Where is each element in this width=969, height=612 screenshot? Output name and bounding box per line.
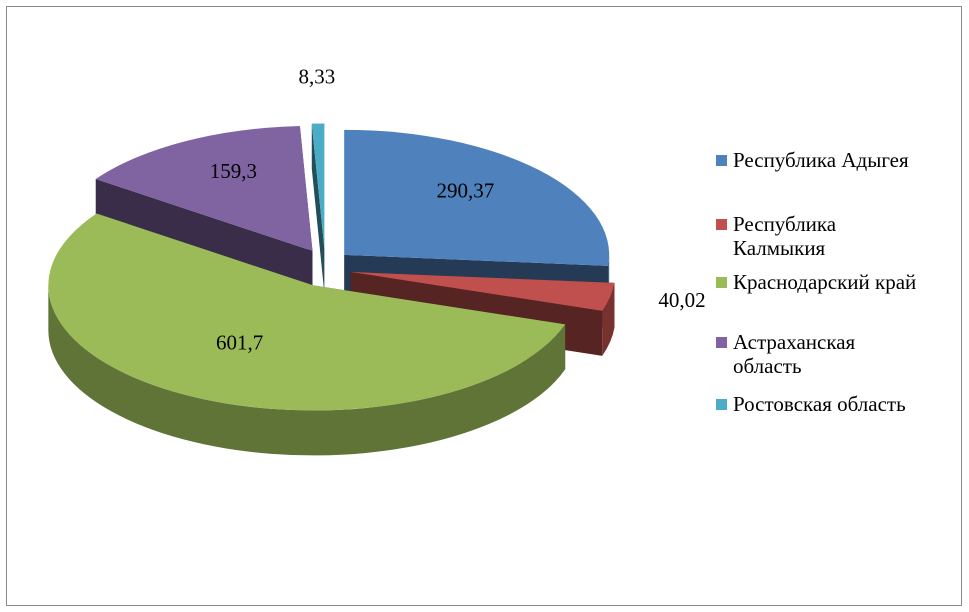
legend-entry: Республика Калмыкия	[716, 212, 961, 260]
legend-swatch	[716, 399, 727, 410]
legend-entry: Астраханская область	[716, 330, 961, 378]
legend-label: Краснодарский край	[733, 270, 917, 294]
legend-label: Республика Адыгея	[733, 148, 909, 172]
legend-label: Ростовская область	[733, 392, 906, 416]
legend-entry: Ростовская область	[716, 392, 961, 416]
legend-swatch	[716, 337, 727, 348]
slice-side-face	[311, 123, 325, 294]
slice-wall	[602, 282, 615, 356]
data-label: 159,3	[210, 159, 257, 183]
legend-swatch	[716, 219, 727, 230]
legend-swatch	[716, 277, 727, 288]
data-label: 290,37	[436, 178, 494, 202]
slice	[48, 213, 566, 411]
data-label: 8,33	[298, 64, 335, 88]
slice-side-face	[95, 178, 313, 296]
slice-wall	[48, 285, 566, 456]
legend-swatch	[716, 155, 727, 166]
slice	[95, 126, 313, 251]
data-label: 601,7	[216, 331, 263, 355]
legend-label: Астраханская область	[733, 330, 856, 378]
slice	[311, 123, 325, 249]
legend-entry: Республика Адыгея	[716, 148, 961, 172]
legend-label: Республика Калмыкия	[733, 212, 837, 260]
slice	[344, 129, 610, 266]
data-label: 40,02	[658, 288, 705, 312]
legend-entry: Краснодарский край	[716, 270, 961, 294]
slice	[350, 271, 615, 311]
